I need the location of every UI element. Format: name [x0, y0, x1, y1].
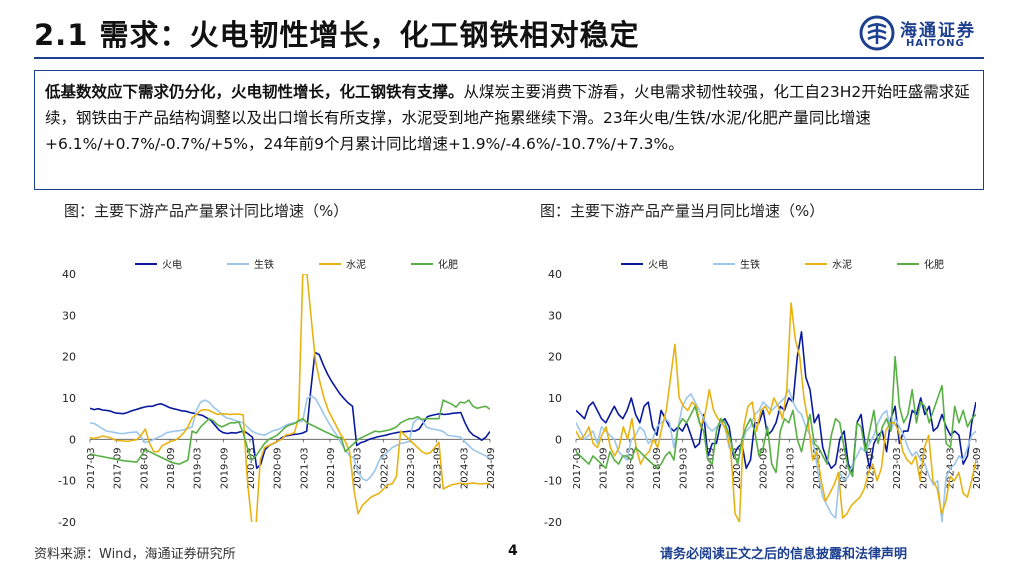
x-tick-label: 2019-03	[679, 447, 690, 489]
monthly-growth-chart: 火电 生铁 水泥 化肥 -20 -10 0 10 20 30 40 2017-03 2017-09 201…	[544, 258, 983, 529]
series-line-1	[90, 395, 490, 482]
x-tick-label: 2020-03	[246, 447, 257, 489]
series-line-3	[90, 399, 490, 465]
legend-label-0: 火电	[162, 258, 182, 271]
x-tick-label: 2022-03	[353, 447, 364, 489]
x-tick-label: 2017-03	[86, 447, 97, 489]
series-line-1	[576, 388, 976, 522]
x-tick-label: 2020-09	[273, 447, 284, 489]
x-tick-label: 2019-03	[193, 447, 204, 489]
legend-label-1: 生铁	[254, 258, 274, 271]
y-tick-label: 40	[548, 268, 562, 281]
series-line-2	[576, 302, 976, 522]
x-tick-label: 2020-03	[732, 447, 743, 489]
y-tick-label: 0	[69, 433, 76, 446]
legend-label-2: 水泥	[346, 258, 366, 271]
x-tick-label: 2019-09	[705, 447, 716, 489]
x-tick-label: 2023-03	[406, 447, 417, 489]
series-line-0	[576, 331, 976, 474]
x-tick-label: 2023-03	[892, 447, 903, 489]
series-line-3	[576, 355, 976, 478]
series-line-2	[90, 274, 490, 522]
x-tick-label: 2024-03	[459, 447, 470, 489]
y-tick-label: 10	[548, 392, 562, 405]
x-tick-label: 2023-09	[919, 447, 930, 489]
left-chart-caption: 图：主要下游产品产量累计同比增速（%）	[64, 202, 349, 220]
disclaimer-link[interactable]: 请务必阅读正文之后的信息披露和法律声明	[660, 547, 908, 562]
page-title: 2.1 需求：火电韧性增长，化工钢铁相对稳定	[34, 18, 640, 52]
x-tick-label: 2021-03	[785, 447, 796, 489]
x-tick-label: 2022-09	[379, 447, 390, 489]
right-chart-caption: 图：主要下游产品产量当月同比增速（%）	[540, 202, 825, 220]
x-tick-label: 2017-09	[113, 447, 124, 489]
x-tick-label: 2019-09	[219, 447, 230, 489]
x-tick-label: 2018-03	[625, 447, 636, 489]
y-tick-label: 10	[62, 392, 76, 405]
summary-bold: 低基数效应下需求仍分化，火电韧性增长，化工钢铁有支撑。	[45, 83, 464, 101]
legend-label-1: 生铁	[740, 258, 760, 271]
x-tick-label: 2017-09	[599, 447, 610, 489]
summary-text: 从煤炭主要消费下游看，火电需求韧性较强，化工自23H2开始旺盛需求延续，钢铁由于…	[45, 83, 970, 153]
y-tick-label: 40	[62, 268, 76, 281]
x-tick-label: 2017-03	[572, 447, 583, 489]
x-tick-label: 2018-03	[139, 447, 150, 489]
page-number: 4	[508, 543, 518, 559]
source-note: 资料来源：Wind，海通证券研究所	[34, 547, 236, 562]
y-tick-label: 20	[62, 351, 76, 364]
logo-text-cn: 海通证券	[900, 21, 976, 41]
legend-label-3: 化肥	[438, 258, 458, 271]
summary-box: 低基数效应下需求仍分化，火电韧性增长，化工钢铁有支撑。从煤炭主要消费下游看，火电…	[34, 70, 984, 190]
x-tick-label: 2020-09	[759, 447, 770, 489]
x-tick-label: 2022-03	[839, 447, 850, 489]
y-tick-label: -20	[58, 516, 76, 529]
legend-label-3: 化肥	[924, 258, 944, 271]
title-underline	[34, 57, 984, 59]
y-tick-label: 30	[548, 309, 562, 322]
x-tick-label: 2021-03	[299, 447, 310, 489]
x-tick-label: 2018-09	[166, 447, 177, 489]
logo-text-en: HAITONG	[906, 38, 965, 49]
y-tick-label: -20	[544, 516, 562, 529]
cumulative-growth-chart: 火电 生铁 水泥 化肥 -20 -10 0 10 20 30 40 2017-03 2017-09 201…	[58, 258, 497, 529]
legend-label-0: 火电	[648, 258, 668, 271]
y-tick-label: -10	[544, 475, 562, 488]
x-tick-label: 2021-09	[326, 447, 337, 489]
y-tick-label: 0	[555, 433, 562, 446]
logo-icon	[859, 15, 895, 51]
company-logo: 海通证券 HAITONG	[858, 14, 988, 54]
legend-label-2: 水泥	[832, 258, 852, 271]
y-tick-label: 30	[62, 309, 76, 322]
y-tick-label: -10	[58, 475, 76, 488]
x-tick-label: 2024-09	[972, 447, 983, 489]
x-tick-label: 2024-09	[486, 447, 497, 489]
x-tick-label: 2023-09	[433, 447, 444, 489]
y-tick-label: 20	[548, 351, 562, 364]
